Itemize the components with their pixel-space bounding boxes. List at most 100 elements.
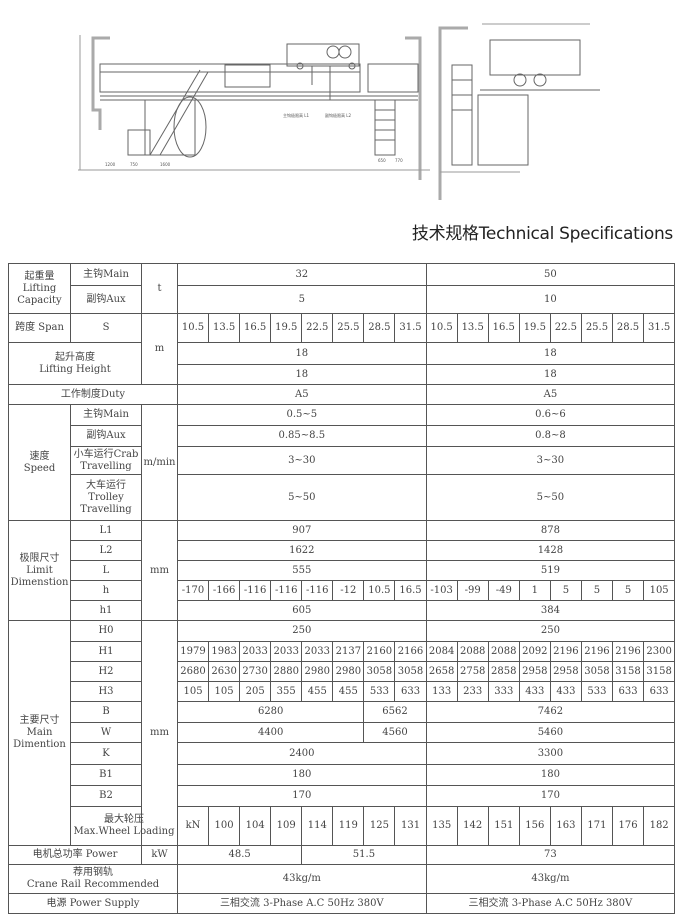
dim-label: 1600 — [160, 162, 171, 167]
unit: m/min — [141, 404, 178, 521]
cell: 32 — [177, 263, 427, 286]
cell: 18 — [177, 342, 427, 365]
cell: 2658 — [425, 661, 458, 682]
unit: m — [141, 313, 178, 385]
cell: 3300 — [425, 742, 676, 765]
cell: -12 — [332, 580, 365, 601]
sub-label: 主钩Main — [70, 263, 142, 286]
cell: -116 — [301, 580, 334, 601]
cell: -99 — [456, 580, 489, 601]
sub-label: W — [70, 722, 142, 743]
cell: 156 — [518, 806, 551, 846]
cell: 878 — [425, 520, 676, 541]
cell: 1983 — [208, 641, 241, 662]
cell: 384 — [425, 600, 676, 621]
cell: 1428 — [425, 540, 676, 561]
cell: 0.5~5 — [177, 404, 427, 426]
cell: 2730 — [239, 661, 272, 682]
cell: 43kg/m — [177, 864, 427, 894]
row-label: 荐用钢轨 Crane Rail Recommended — [8, 864, 178, 894]
row-label: 主要尺寸 Main Dimention — [8, 620, 71, 846]
cell: 2758 — [456, 661, 489, 682]
cell: 18 — [177, 364, 427, 385]
cell: -116 — [239, 580, 272, 601]
cell: 4560 — [363, 722, 427, 743]
cell: -116 — [270, 580, 303, 601]
cell: 50 — [425, 263, 676, 286]
cell: 2680 — [176, 661, 210, 682]
cell: 16.5 — [487, 313, 520, 343]
dim-label: 750 — [130, 162, 138, 167]
cell: 5~50 — [425, 474, 676, 521]
cell: 142 — [456, 806, 489, 846]
sub-label: B1 — [70, 764, 142, 786]
cell: 455 — [332, 681, 365, 702]
row-label: 电机总功率 Power — [8, 845, 142, 865]
cell: 2300 — [643, 641, 676, 662]
row-label: 最大轮压 Max.Wheel Loading — [70, 806, 178, 846]
dim-label: 770 — [395, 158, 403, 163]
cell: 2880 — [270, 661, 303, 682]
sub-label: 副钩Aux — [70, 425, 142, 447]
cell: 3158 — [611, 661, 645, 682]
dim-label: 1200 — [105, 162, 116, 167]
cell: 176 — [611, 806, 645, 846]
cell: 455 — [301, 681, 334, 702]
cell: 433 — [518, 681, 551, 702]
cell: 6280 — [176, 701, 365, 723]
dim-label: 副钩极限高 L2 — [325, 112, 351, 118]
cell: 2958 — [518, 661, 551, 682]
cell: 151 — [487, 806, 520, 846]
cell: 2033 — [239, 641, 272, 662]
cell: 5~50 — [177, 474, 427, 521]
cell: 633 — [611, 681, 645, 702]
cell: -103 — [425, 580, 458, 601]
cell: 3~30 — [425, 446, 676, 475]
sub-label: L2 — [70, 540, 142, 561]
sub-label: B2 — [70, 785, 142, 807]
cell: 28.5 — [363, 313, 396, 343]
cell: 5 — [611, 580, 645, 601]
cell: 5 — [177, 285, 427, 314]
cell: 333 — [487, 681, 520, 702]
cell: 2166 — [394, 641, 427, 662]
cell: 2033 — [270, 641, 303, 662]
unit: t — [141, 263, 178, 314]
cell: 205 — [239, 681, 272, 702]
cell: 533 — [363, 681, 396, 702]
dim-label: 650 — [378, 158, 386, 163]
row-label: 跨度 Span — [8, 313, 71, 343]
cell: 13.5 — [208, 313, 241, 343]
cell: 2137 — [332, 641, 365, 662]
cell: 633 — [394, 681, 427, 702]
cell: 109 — [270, 806, 303, 846]
cell: 170 — [425, 785, 676, 807]
cell: 25.5 — [332, 313, 365, 343]
cell: 180 — [177, 764, 427, 786]
row-label: 速度 Speed — [8, 404, 71, 521]
cell: 433 — [549, 681, 582, 702]
unit: kN — [176, 806, 210, 846]
cell: 250 — [177, 620, 427, 642]
sub-label: 小车运行Crab Travelling — [70, 446, 142, 475]
cell: 2160 — [363, 641, 396, 662]
cell: 18 — [425, 364, 676, 385]
cell: 605 — [177, 600, 427, 621]
cell: 182 — [643, 806, 676, 846]
cell: 3058 — [363, 661, 396, 682]
row-label: 起重量 Lifting Capacity — [8, 263, 71, 314]
cell: A5 — [425, 384, 676, 405]
cell: 119 — [332, 806, 365, 846]
cell: 5 — [580, 580, 613, 601]
sub-label: 大车运行 Trolley Travelling — [70, 474, 142, 521]
cell: 2092 — [518, 641, 551, 662]
cell: 2196 — [549, 641, 582, 662]
cell: 0.8~8 — [425, 425, 676, 447]
cell: 2088 — [487, 641, 520, 662]
cell: 0.85~8.5 — [177, 425, 427, 447]
cell: 2858 — [487, 661, 520, 682]
row-label: 极限尺寸 Limit Dimenstion — [8, 520, 71, 621]
cell: -49 — [487, 580, 520, 601]
cell: 114 — [301, 806, 334, 846]
cell: 907 — [177, 520, 427, 541]
